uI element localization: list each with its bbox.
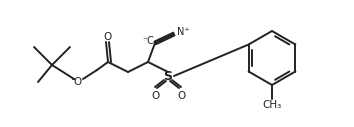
Text: ⁻C: ⁻C — [142, 36, 154, 46]
Text: N⁺: N⁺ — [177, 27, 189, 37]
Text: O: O — [104, 32, 112, 42]
Text: O: O — [74, 77, 82, 87]
Text: CH₃: CH₃ — [262, 100, 282, 110]
Text: S: S — [164, 70, 172, 83]
Text: O: O — [151, 91, 159, 101]
Text: O: O — [177, 91, 185, 101]
